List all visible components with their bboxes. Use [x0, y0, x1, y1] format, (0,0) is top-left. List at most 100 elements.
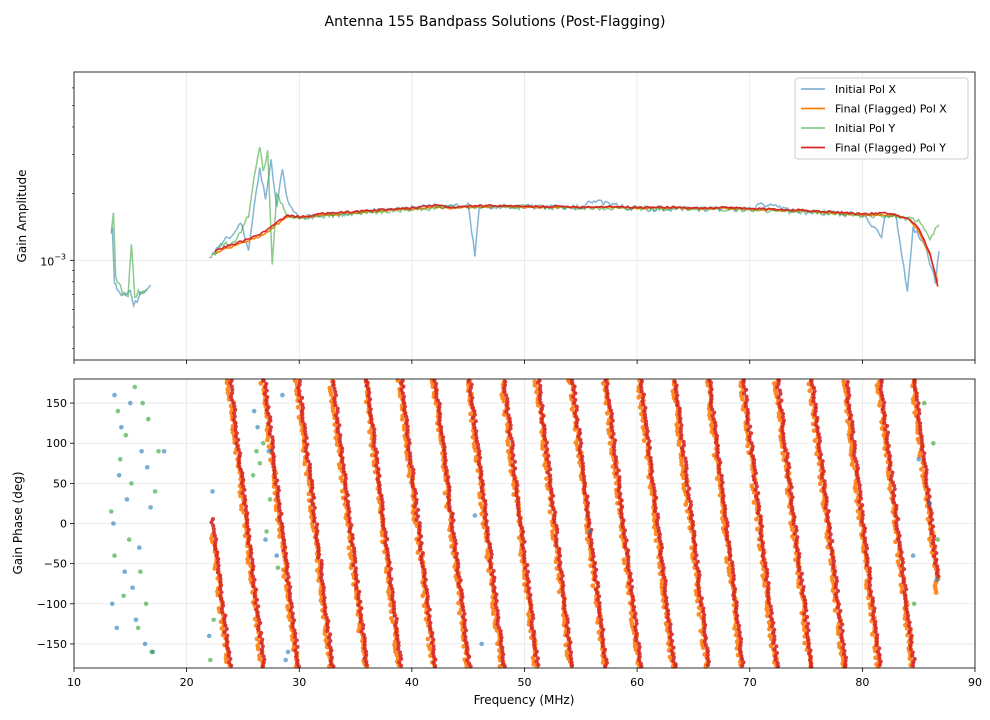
phase-point	[784, 458, 789, 463]
phase-point	[311, 492, 316, 497]
phase-point	[377, 473, 382, 478]
phase-point	[688, 503, 694, 508]
phase-point	[555, 527, 560, 532]
phase-point	[521, 546, 526, 551]
phase-point	[580, 464, 586, 469]
phase-point	[459, 591, 465, 596]
phase-point	[550, 500, 555, 505]
phase-point	[491, 568, 496, 574]
phase-point	[310, 479, 315, 484]
phase-point	[228, 656, 233, 662]
phase-point	[245, 510, 250, 516]
phase-point	[893, 539, 898, 545]
phase-point	[812, 438, 818, 443]
phase-point	[307, 469, 313, 474]
phase-point	[252, 577, 257, 582]
phase-point	[568, 640, 573, 645]
phase-point	[713, 423, 718, 428]
phase-point	[749, 441, 754, 446]
phase-point	[658, 549, 664, 554]
phase-point	[727, 557, 733, 562]
phase-point	[631, 608, 636, 613]
phase-point	[397, 660, 402, 665]
phase-point	[745, 414, 750, 419]
phase-point	[867, 573, 872, 578]
phase-point	[732, 626, 737, 631]
phase-point	[326, 642, 331, 647]
phase-point	[563, 610, 568, 615]
phase-point	[850, 419, 855, 424]
phase-point	[346, 545, 352, 551]
phase-point	[667, 625, 673, 630]
phase-point	[469, 402, 475, 407]
phase-point	[914, 397, 920, 402]
phase-point	[569, 406, 575, 412]
phase-point	[255, 614, 261, 619]
phase-point	[761, 551, 766, 556]
phase-point	[660, 569, 665, 574]
phase-point	[551, 507, 556, 512]
phase-point	[639, 664, 644, 669]
ph-ytick-label-100: 100	[46, 437, 67, 450]
phase-point	[833, 582, 839, 587]
ph-xtick-label-40: 40	[405, 676, 419, 689]
phase-point	[904, 587, 909, 592]
phase-point	[215, 570, 220, 575]
phase-point	[777, 401, 782, 406]
phase-point	[249, 550, 254, 556]
phase-point	[489, 552, 494, 557]
phase-point	[428, 627, 433, 632]
phase-point	[727, 547, 733, 552]
phase-point	[565, 620, 570, 625]
phase-point	[724, 537, 729, 542]
phase-point	[216, 566, 221, 572]
phase-point	[890, 490, 896, 495]
phase-point	[760, 541, 765, 546]
phase-point	[666, 612, 671, 617]
phase-point	[604, 385, 609, 390]
phase-point	[899, 563, 905, 568]
phase-point	[817, 435, 822, 440]
phase-point	[853, 488, 859, 494]
phase-point	[369, 420, 374, 425]
phase-point	[457, 584, 462, 590]
phase-point	[710, 413, 715, 418]
phase-point	[251, 564, 256, 569]
phase-point	[315, 529, 320, 534]
phase-point	[592, 577, 597, 582]
phase-point	[338, 453, 343, 458]
phase-point	[703, 642, 708, 648]
phase-point	[310, 482, 315, 487]
phase-point	[847, 403, 852, 408]
phase-point	[933, 590, 939, 595]
phase-point	[805, 614, 810, 620]
phase-point	[619, 505, 625, 510]
phase-point	[352, 546, 357, 551]
phase-point	[684, 466, 689, 471]
phase-point	[745, 407, 750, 412]
phase-point	[111, 521, 116, 526]
phase-point	[303, 471, 309, 477]
phase-point	[553, 533, 558, 538]
phase-point	[688, 516, 694, 521]
phase-point	[373, 453, 378, 458]
phase-point	[637, 658, 642, 663]
phase-point	[457, 610, 462, 616]
phase-point	[536, 380, 541, 385]
phase-point	[589, 537, 594, 542]
phase-point	[856, 476, 861, 481]
phase-point	[626, 555, 631, 560]
phase-point	[290, 621, 295, 626]
phase-point	[249, 570, 254, 576]
phase-point	[692, 546, 698, 551]
phase-point	[229, 397, 234, 402]
phase-point	[684, 473, 689, 478]
phase-point	[582, 477, 587, 482]
phase-point	[919, 434, 924, 439]
phase-point	[297, 392, 302, 397]
phase-point	[783, 448, 788, 453]
phase-point	[468, 392, 473, 397]
phase-point	[745, 421, 750, 426]
phase-point	[218, 580, 223, 585]
phase-point	[895, 552, 900, 558]
